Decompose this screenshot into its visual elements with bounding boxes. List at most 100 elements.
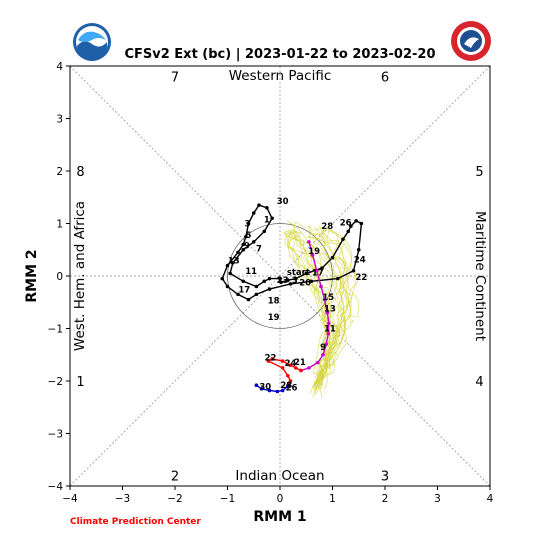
phase-number: 8 (76, 165, 84, 180)
y-tick-label: 4 (56, 61, 63, 73)
forecast-day-label: 11 (324, 325, 336, 335)
observed-point (236, 292, 240, 297)
observed-point (254, 284, 259, 289)
forecast-week2-point (280, 359, 285, 363)
observed-day-label: 13 (228, 256, 240, 266)
y-tick-label: −3 (48, 429, 63, 441)
observed-day-label: 23 (277, 276, 289, 286)
forecast-week2-line (266, 358, 302, 387)
forecast-week1-point (316, 360, 320, 365)
y-tick-label: −4 (48, 481, 64, 493)
x-tick-label: 1 (329, 493, 336, 505)
forecast-day-label: 24 (285, 359, 297, 369)
region-top: Western Pacific (229, 68, 332, 84)
ensemble-member-line (313, 227, 350, 391)
ensemble-member-line (323, 228, 355, 390)
observed-point (293, 276, 298, 281)
forecast-week3-point (286, 384, 290, 389)
observed-point (265, 205, 269, 210)
forecast-week1-point (326, 331, 331, 336)
region-right: Maritime Continent (472, 211, 488, 341)
observed-day-label: 18 (268, 297, 280, 307)
forecast-week3-point (280, 388, 285, 393)
forecast-week1-point (321, 352, 325, 357)
forecast-day-label: 21 (294, 358, 306, 368)
ensemble-member-line (308, 236, 346, 389)
observed-day-label: 11 (245, 267, 257, 277)
forecast-week1-point (310, 253, 315, 257)
observed-day-label: 24 (354, 256, 366, 266)
ensemble-member-line (286, 220, 338, 387)
unit-circle (227, 223, 333, 329)
observed-day-label: 3 (292, 276, 298, 286)
observed-day-label: 17 (238, 286, 250, 296)
forecast-week2-point (266, 359, 271, 363)
data-series (220, 203, 364, 394)
observed-day-label: 3 (244, 220, 250, 230)
y-tick-label: 3 (56, 114, 63, 126)
observed-point (246, 297, 251, 302)
observed-point (225, 284, 230, 289)
chart-title: CFSv2 Ext (bc) | 2023-01-22 to 2023-02-2… (124, 47, 435, 62)
x-tick-label: 3 (434, 493, 441, 505)
observed-day-label: 7 (256, 245, 262, 255)
observed-day-label: 20 (299, 278, 311, 288)
forecast-week1-point (324, 342, 329, 347)
observed-day-label: 26 (340, 218, 352, 228)
observed-point (254, 292, 259, 297)
observed-point (270, 216, 274, 221)
x-tick-label: 0 (277, 493, 284, 505)
observed-point (246, 221, 251, 226)
observed-point (251, 211, 256, 215)
observed-point (278, 276, 282, 281)
observed-point (220, 276, 225, 281)
observed-day-label: 19 (268, 313, 280, 323)
x-tick-label: 4 (487, 493, 494, 505)
ensemble-member-line (284, 229, 330, 378)
ensemble-member-line (317, 229, 356, 388)
observed-point (244, 234, 248, 239)
region-labels: Western Pacific Indian Ocean West. Hem. … (72, 68, 488, 484)
phase-number: 4 (475, 375, 483, 390)
forecast-week2-point (288, 379, 293, 383)
y-tick-label: −2 (48, 376, 63, 388)
observed-point (251, 240, 256, 244)
forecast-day-label: 9 (320, 343, 326, 353)
forecast-week1-point (327, 321, 331, 326)
phase-number: 7 (171, 71, 179, 86)
observed-point (225, 263, 230, 268)
observed-point (262, 279, 267, 284)
ensemble-member-line (287, 230, 333, 384)
observed-day-label: 5 (246, 231, 252, 241)
forecast-week2-point (280, 366, 285, 370)
observed-point (356, 247, 361, 252)
y-tick-label: 0 (56, 271, 63, 283)
forecast-week1-point (319, 284, 323, 289)
ensemble-member-line (307, 236, 343, 388)
observed-day-label: 9 (244, 242, 250, 252)
phase-number: 3 (381, 470, 389, 485)
observed-point (359, 221, 364, 226)
forecast-week2-point (286, 373, 290, 378)
observed-point (228, 271, 232, 276)
footer-credit: Climate Prediction Center (70, 517, 201, 527)
x-tick-label: 2 (382, 493, 389, 505)
observed-point (267, 276, 272, 281)
region-bottom: Indian Ocean (235, 468, 324, 484)
x-tick-label: −3 (115, 493, 130, 505)
phase-number: 5 (475, 165, 483, 180)
observed-point (267, 287, 272, 291)
y-tick-label: −1 (48, 324, 63, 336)
phase-number: 2 (171, 470, 179, 485)
ensemble-members (282, 220, 360, 399)
y-tick-label: 2 (56, 166, 63, 178)
observed-point (288, 282, 293, 286)
ensemble-member-line (297, 239, 338, 384)
x-tick-label: −4 (62, 493, 78, 505)
phase-number: 1 (76, 375, 84, 390)
forecast-day-label: 17 (312, 268, 324, 278)
observed-point (349, 224, 353, 228)
observed-point (262, 229, 267, 234)
region-left: West. Hem. and Africa (72, 201, 88, 351)
